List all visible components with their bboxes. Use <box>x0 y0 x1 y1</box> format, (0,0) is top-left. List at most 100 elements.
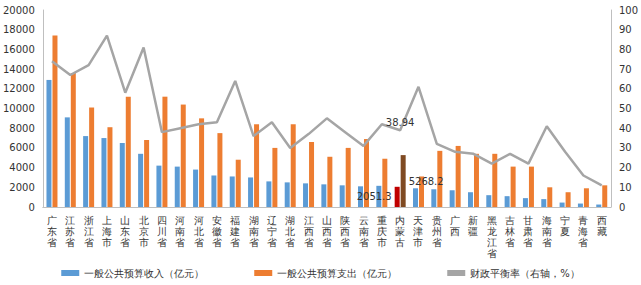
svg-text:林: 林 <box>504 226 515 237</box>
svg-text:西: 西 <box>322 226 332 237</box>
svg-text:北: 北 <box>285 226 295 237</box>
svg-text:庆: 庆 <box>377 226 387 237</box>
svg-text:0: 0 <box>28 202 34 213</box>
svg-text:10: 10 <box>619 182 632 193</box>
svg-text:省: 省 <box>249 237 259 248</box>
svg-text:北: 北 <box>194 226 204 237</box>
svg-text:省: 省 <box>230 237 240 248</box>
svg-text:12000: 12000 <box>3 83 35 94</box>
svg-text:6000: 6000 <box>9 142 34 153</box>
svg-text:夏: 夏 <box>560 226 570 237</box>
svg-text:南: 南 <box>175 226 185 237</box>
svg-text:江: 江 <box>65 215 75 226</box>
svg-text:2051.3: 2051.3 <box>357 191 392 202</box>
svg-text:吉: 吉 <box>505 215 515 226</box>
svg-text:山: 山 <box>322 215 332 226</box>
svg-text:省: 省 <box>47 237 57 248</box>
svg-text:省: 省 <box>120 237 130 248</box>
svg-text:苏: 苏 <box>65 226 75 237</box>
svg-text:福: 福 <box>230 215 240 226</box>
svg-text:90: 90 <box>619 24 632 35</box>
svg-text:10000: 10000 <box>3 103 35 114</box>
svg-text:海: 海 <box>542 215 552 226</box>
svg-text:4000: 4000 <box>9 162 34 173</box>
svg-text:津: 津 <box>413 226 423 237</box>
svg-text:省: 省 <box>322 237 332 248</box>
svg-text:新: 新 <box>468 215 478 226</box>
svg-text:肃: 肃 <box>523 226 533 237</box>
svg-text:省: 省 <box>340 237 350 248</box>
svg-text:20: 20 <box>619 162 632 173</box>
svg-text:省: 省 <box>157 237 167 248</box>
svg-text:8000: 8000 <box>9 123 34 134</box>
svg-text:山: 山 <box>120 215 130 226</box>
svg-text:省: 省 <box>65 237 75 248</box>
svg-text:四: 四 <box>157 215 167 226</box>
svg-text:内: 内 <box>395 215 405 226</box>
svg-text:州: 州 <box>432 226 442 237</box>
svg-text:江: 江 <box>84 226 94 237</box>
svg-text:市: 市 <box>139 237 149 248</box>
svg-text:安: 安 <box>212 215 222 226</box>
svg-text:省: 省 <box>175 237 185 248</box>
svg-text:省: 省 <box>194 237 204 248</box>
svg-text:江: 江 <box>487 237 497 248</box>
svg-text:广: 广 <box>47 215 57 226</box>
svg-text:市: 市 <box>377 237 387 248</box>
svg-text:宁: 宁 <box>560 215 570 226</box>
svg-text:黑: 黑 <box>487 215 497 226</box>
svg-text:18000: 18000 <box>3 24 35 35</box>
svg-text:市: 市 <box>413 237 423 248</box>
svg-text:省: 省 <box>359 237 369 248</box>
svg-text:省: 省 <box>285 237 295 248</box>
svg-text:西: 西 <box>304 226 314 237</box>
svg-text:湖: 湖 <box>249 215 259 226</box>
svg-text:0: 0 <box>619 202 625 213</box>
svg-text:省: 省 <box>304 237 314 248</box>
svg-text:省: 省 <box>212 237 222 248</box>
svg-text:南: 南 <box>359 226 369 237</box>
svg-text:东: 东 <box>47 226 57 237</box>
svg-text:辽: 辽 <box>267 215 277 226</box>
svg-text:东: 东 <box>120 226 130 237</box>
svg-text:西: 西 <box>340 226 350 237</box>
svg-text:省: 省 <box>432 237 442 248</box>
svg-text:贵: 贵 <box>432 215 442 226</box>
svg-text:省: 省 <box>487 248 497 259</box>
svg-text:省: 省 <box>523 237 533 248</box>
svg-text:一般公共预算支出（亿元）: 一般公共预算支出（亿元） <box>277 268 397 279</box>
svg-text:38.94: 38.94 <box>386 117 415 128</box>
svg-text:市: 市 <box>102 237 112 248</box>
svg-text:宁: 宁 <box>267 226 277 237</box>
svg-text:川: 川 <box>157 226 167 237</box>
svg-text:海: 海 <box>102 226 112 237</box>
svg-text:2000: 2000 <box>9 182 34 193</box>
svg-text:甘: 甘 <box>523 215 533 226</box>
svg-text:30: 30 <box>619 142 632 153</box>
svg-text:青: 青 <box>578 215 588 226</box>
svg-text:陕: 陕 <box>340 215 350 226</box>
svg-text:蒙: 蒙 <box>395 226 405 237</box>
svg-text:南: 南 <box>249 226 259 237</box>
svg-text:70: 70 <box>619 64 632 75</box>
svg-text:南: 南 <box>542 226 552 237</box>
svg-text:60: 60 <box>619 83 632 94</box>
svg-text:80: 80 <box>619 44 632 55</box>
svg-text:重: 重 <box>377 215 387 226</box>
svg-text:省: 省 <box>578 237 588 248</box>
svg-text:天: 天 <box>413 215 423 226</box>
svg-text:京: 京 <box>139 226 149 237</box>
svg-text:疆: 疆 <box>468 226 478 237</box>
svg-text:广: 广 <box>450 215 460 226</box>
svg-text:河: 河 <box>194 215 204 226</box>
svg-text:西: 西 <box>450 226 460 237</box>
svg-text:湖: 湖 <box>285 215 295 226</box>
svg-text:100: 100 <box>619 5 638 16</box>
svg-text:西: 西 <box>597 215 607 226</box>
svg-text:云: 云 <box>359 215 369 226</box>
svg-text:财政平衡率（右轴，%）: 财政平衡率（右轴，%） <box>470 268 580 279</box>
svg-text:河: 河 <box>175 215 185 226</box>
svg-text:龙: 龙 <box>487 226 497 237</box>
svg-text:一般公共预算收入（亿元）: 一般公共预算收入（亿元） <box>84 268 204 279</box>
svg-text:省: 省 <box>505 237 515 248</box>
